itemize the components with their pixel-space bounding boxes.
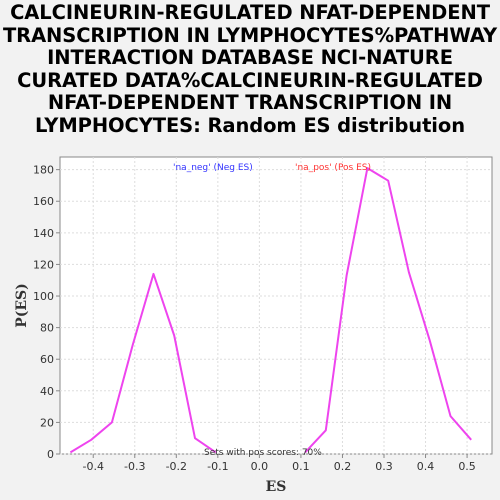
y-tick-label: 40 xyxy=(40,385,54,398)
x-tick-label: 0.2 xyxy=(334,460,352,473)
series-line xyxy=(69,272,217,454)
chart-title-line: INTERACTION DATABASE NCI-NATURE xyxy=(47,46,453,70)
y-tick-label: 60 xyxy=(40,353,54,366)
chart-title-line: NFAT-DEPENDENT TRANSCRIPTION IN xyxy=(47,91,453,115)
x-tick-label: 0.1 xyxy=(292,460,310,473)
x-tick-label: 0.5 xyxy=(458,460,476,473)
x-axis-label: ES xyxy=(266,479,287,495)
x-tick-label: -0.4 xyxy=(82,460,103,473)
series-line xyxy=(304,167,472,454)
annotation-text: Sets with pos scores: 70% xyxy=(204,448,322,458)
chart-title-line: LYMPHOCYTES: Random ES distribution xyxy=(35,113,465,137)
series-group xyxy=(69,167,472,454)
y-tick-label: 80 xyxy=(40,322,54,335)
x-tick-label: 0.4 xyxy=(417,460,435,473)
axes: 0 20 40 60 80 100 120 140 160 180 -0.4 -0.3 -0.2 -0.1… xyxy=(33,164,476,473)
y-tick-label: 180 xyxy=(33,164,54,177)
y-tick-label: 160 xyxy=(33,195,54,208)
y-axis-label: P(ES) xyxy=(14,283,30,328)
y-tick-label: 20 xyxy=(40,416,54,429)
x-tick-label: -0.2 xyxy=(166,460,187,473)
chart-title: CALCINEURIN-REGULATED NFAT-DEPENDENT TRA… xyxy=(0,1,500,138)
y-tick-label: 0 xyxy=(47,448,54,461)
y-tick-label: 120 xyxy=(33,258,54,271)
x-tick-label: 0.3 xyxy=(375,460,393,473)
legend-pos-label: 'na_pos' (Pos ES) xyxy=(295,163,371,173)
chart-title-line: CURATED DATA%CALCINEURIN-REGULATED xyxy=(17,68,483,92)
y-tick-label: 100 xyxy=(33,290,54,303)
chart-title-line: CALCINEURIN-REGULATED NFAT-DEPENDENT xyxy=(10,1,490,24)
y-tick-label: 140 xyxy=(33,227,54,240)
x-tick-label: -0.1 xyxy=(207,460,228,473)
legend-neg-label: 'na_neg' (Neg ES) xyxy=(173,163,253,173)
chart-title-line: TRANSCRIPTION IN LYMPHOCYTES%PATHWAY xyxy=(2,23,498,47)
x-tick-label: 0.0 xyxy=(251,460,269,473)
x-tick-label: -0.3 xyxy=(124,460,145,473)
